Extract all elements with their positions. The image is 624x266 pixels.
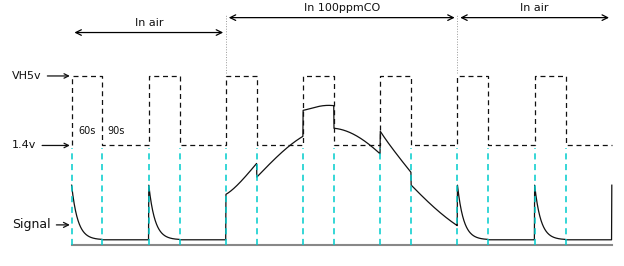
Text: VH5v: VH5v bbox=[12, 71, 69, 81]
Text: 1.4v: 1.4v bbox=[12, 140, 69, 151]
Text: 60s: 60s bbox=[79, 126, 95, 136]
Text: 90s: 90s bbox=[108, 126, 125, 136]
Text: Signal: Signal bbox=[12, 218, 69, 231]
Text: In air: In air bbox=[135, 18, 163, 28]
Text: In air: In air bbox=[520, 3, 549, 13]
Text: In 100ppmCO: In 100ppmCO bbox=[304, 3, 380, 13]
